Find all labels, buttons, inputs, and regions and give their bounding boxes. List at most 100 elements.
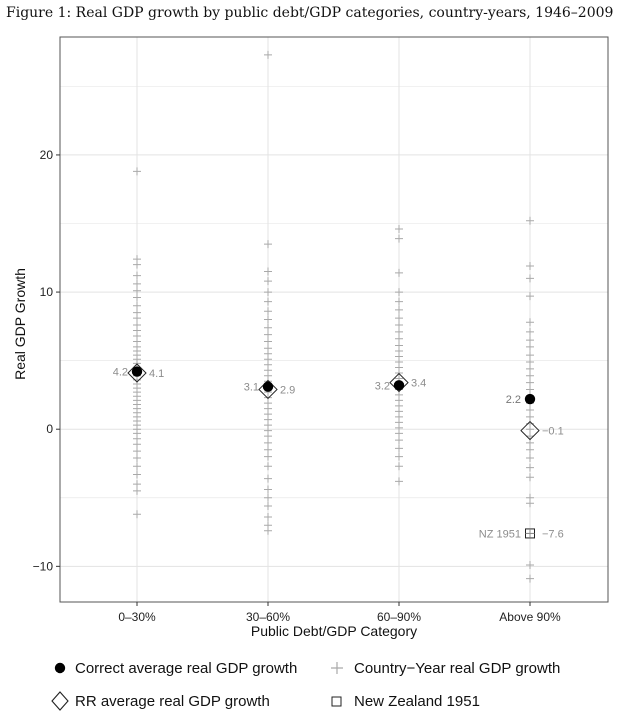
country-year-point <box>133 470 141 479</box>
country-year-point <box>526 406 534 415</box>
country-year-point <box>264 240 272 249</box>
country-year-point <box>264 445 272 454</box>
legend-country-year-marker <box>331 662 343 674</box>
axes: −10 0 10 20 0–30% 30–60% 60–90% Above 90% <box>33 148 561 624</box>
country-year-point <box>526 385 534 394</box>
country-year-point <box>526 432 534 441</box>
country-year-point <box>526 351 534 360</box>
country-year-point <box>526 292 534 301</box>
country-year-point <box>395 429 403 438</box>
legend-nz-marker <box>331 696 342 707</box>
rr-average-diamond <box>389 372 409 393</box>
country-year-point <box>133 286 141 295</box>
country-year-point <box>264 432 272 441</box>
legend-correct-label: Correct average real GDP growth <box>75 660 297 677</box>
nz-1951-label: NZ 1951 <box>479 528 521 540</box>
legend-nz-label: New Zealand 1951 <box>354 693 480 710</box>
country-year-point <box>264 512 272 521</box>
nz-1951-value-label: −7.6 <box>542 528 564 540</box>
average-markers: 4.1 2.9 3.4 −0.1 4.2 3.1 3.2 2.2 NZ 1951 −7.6 <box>113 363 564 540</box>
correct-average-point <box>131 366 143 377</box>
country-year-point <box>526 342 534 351</box>
country-year-point <box>395 234 403 243</box>
x-tick-label: Above 90% <box>499 610 561 624</box>
correct-average-label: 2.2 <box>506 394 521 406</box>
country-year-point <box>264 267 272 276</box>
y-tick-label: 20 <box>40 148 54 162</box>
y-tick-label: 0 <box>46 422 53 436</box>
country-year-point <box>395 314 403 323</box>
country-year-point <box>133 167 141 176</box>
country-year-point <box>133 480 141 489</box>
country-year-point <box>526 274 534 283</box>
country-year-point <box>526 560 534 569</box>
country-year-point <box>264 502 272 511</box>
correct-average-label: 3.2 <box>375 380 390 392</box>
country-year-point <box>526 336 534 345</box>
country-year-point <box>395 327 403 336</box>
rr-average-label: 3.4 <box>411 378 426 390</box>
country-year-point <box>526 327 534 336</box>
country-year-point <box>526 371 534 380</box>
country-year-point <box>264 330 272 339</box>
country-year-point <box>526 574 534 583</box>
country-year-point <box>395 320 403 329</box>
country-year-point <box>395 452 403 461</box>
x-tick-label: 0–30% <box>118 610 156 624</box>
country-year-point <box>395 334 403 343</box>
country-year-point <box>526 454 534 463</box>
country-year-point <box>395 288 403 297</box>
country-year-point <box>526 412 534 421</box>
plot-panel-border <box>59 36 609 603</box>
country-year-point <box>133 260 141 269</box>
country-year-point <box>526 262 534 271</box>
legend-correct-marker <box>54 662 66 674</box>
grid-lines <box>60 37 608 602</box>
y-tick-label: −10 <box>33 559 54 573</box>
country-year-point <box>133 279 141 288</box>
country-year-point <box>526 425 534 434</box>
country-year-point <box>133 486 141 495</box>
country-year-point <box>395 462 403 471</box>
x-tick-label: 60–90% <box>377 610 421 624</box>
country-year-point <box>395 444 403 453</box>
country-year-point <box>395 305 403 314</box>
correct-average-point <box>524 393 536 405</box>
country-year-point <box>395 297 403 306</box>
country-year-point <box>264 474 272 483</box>
correct-average-label: 3.1 <box>244 382 259 394</box>
correct-average-point <box>393 380 405 391</box>
country-year-point <box>133 271 141 280</box>
nz-1951-cross <box>525 528 535 538</box>
country-year-point <box>526 358 534 367</box>
country-year-point <box>526 445 534 454</box>
legend-rr-marker <box>51 691 69 711</box>
figure-title: Figure 1: Real GDP growth by public debt… <box>6 5 614 21</box>
x-axis-title: Public Debt/GDP Category <box>251 623 417 639</box>
country-year-point <box>526 364 534 373</box>
country-year-point <box>133 454 141 463</box>
country-year-point <box>264 315 272 324</box>
y-axis-title: Real GDP Growth <box>12 268 28 380</box>
country-year-point <box>264 438 272 447</box>
legend-rr-label: RR average real GDP growth <box>75 693 270 710</box>
country-year-point <box>264 297 272 306</box>
country-year-point <box>395 268 403 277</box>
country-year-points <box>133 50 534 583</box>
country-year-point <box>526 473 534 482</box>
country-year-point <box>526 463 534 472</box>
country-year-point <box>395 477 403 486</box>
country-year-point <box>133 301 141 310</box>
country-year-point <box>264 526 272 535</box>
country-year-point <box>133 510 141 519</box>
correct-average-label: 4.2 <box>113 367 128 379</box>
country-year-point <box>264 288 272 297</box>
country-year-point <box>264 337 272 346</box>
country-year-point <box>264 307 272 316</box>
country-year-point <box>264 452 272 461</box>
rr-average-label: 2.9 <box>280 384 295 396</box>
rr-average-label: −0.1 <box>542 426 564 438</box>
rr-average-label: 4.1 <box>149 368 164 380</box>
rr-average-diamond <box>258 379 278 400</box>
